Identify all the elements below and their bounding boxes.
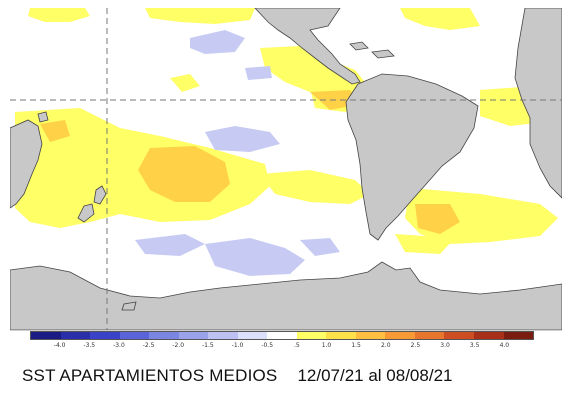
colorbar-tick-label: -2.5 bbox=[142, 342, 155, 349]
colorbar-tick-label: -4.0 bbox=[53, 342, 66, 349]
colorbar-ticks: -4.0 -3.5 -3.0 -2.5 -2.0 -1.5 -1.0 -0.5 .5 1.0 1.5… bbox=[30, 342, 534, 352]
colorbar-swatch bbox=[267, 332, 297, 339]
sst-anomaly-map bbox=[10, 8, 562, 331]
colorbar-swatch bbox=[119, 332, 150, 339]
colorbar-swatch bbox=[178, 332, 209, 339]
gridlines bbox=[10, 8, 562, 330]
colorbar-tick-label: 4.0 bbox=[499, 342, 510, 349]
colorbar-swatch bbox=[473, 332, 504, 339]
colorbar-swatch bbox=[31, 332, 61, 339]
colorbar-tick-label: -1.0 bbox=[231, 342, 244, 349]
colorbar-tick-label: 2.0 bbox=[380, 342, 391, 349]
colorbar-swatch bbox=[414, 332, 445, 339]
caption-title: SST APARTAMIENTOS MEDIOS bbox=[22, 366, 278, 385]
colorbar-tick-label: 3.5 bbox=[469, 342, 480, 349]
colorbar-swatch bbox=[60, 332, 91, 339]
colorbar-tick-label: -0.5 bbox=[261, 342, 274, 349]
colorbar-tick-label: 3.0 bbox=[440, 342, 450, 349]
colorbar-tick-label: 1.5 bbox=[351, 342, 361, 349]
colorbar-swatch bbox=[326, 332, 356, 339]
colorbar-swatch bbox=[90, 332, 120, 339]
map-canvas bbox=[10, 8, 562, 330]
colorbar-swatch bbox=[503, 332, 534, 339]
colorbar-tick-label: -1.5 bbox=[202, 342, 214, 349]
colorbar-tick-label: 1.0 bbox=[321, 342, 332, 349]
colorbar-swatch bbox=[355, 332, 386, 339]
colorbar bbox=[30, 331, 534, 340]
colorbar-tick-label: .5 bbox=[293, 342, 300, 349]
land-masses bbox=[10, 8, 562, 330]
colorbar-swatch bbox=[208, 332, 238, 339]
colorbar-swatch bbox=[237, 332, 268, 339]
colorbar-swatch bbox=[149, 332, 179, 339]
caption-dates: 12/07/21 al 08/08/21 bbox=[297, 366, 453, 385]
colorbar-tick-label: -3.0 bbox=[113, 342, 125, 349]
colorbar-tick-label: 2.5 bbox=[410, 342, 421, 349]
colorbar-tick-label: -2.0 bbox=[172, 342, 185, 349]
colorbar-swatch bbox=[444, 332, 474, 339]
colorbar-swatch bbox=[296, 332, 327, 339]
colorbar-tick-label: -3.5 bbox=[83, 342, 96, 349]
colorbar-swatch bbox=[385, 332, 415, 339]
map-caption: SST APARTAMIENTOS MEDIOS 12/07/21 al 08/0… bbox=[22, 366, 562, 386]
